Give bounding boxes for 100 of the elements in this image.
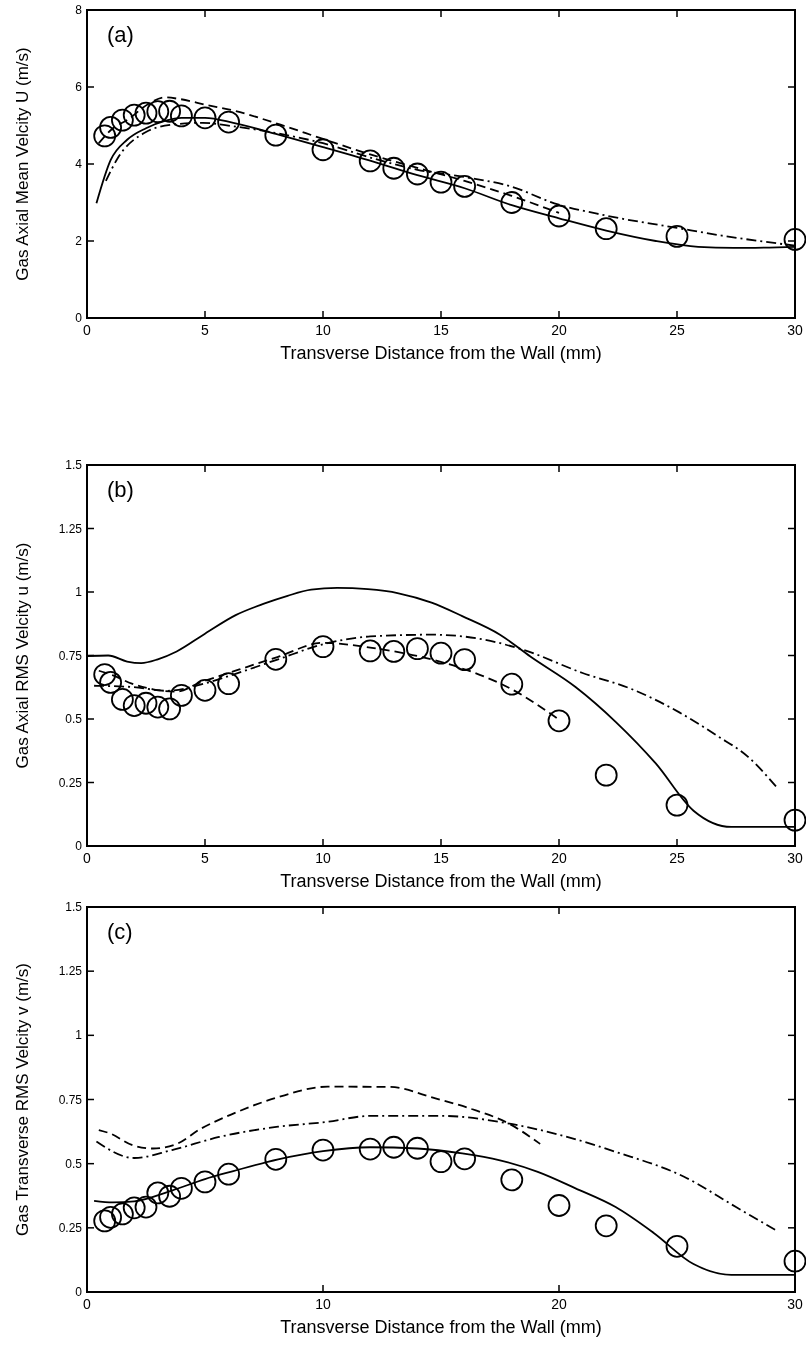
point — [93, 663, 117, 686]
point — [217, 672, 240, 696]
x-axis-title: Transverse Distance from the Wall (mm) — [280, 1317, 602, 1337]
point — [382, 1135, 406, 1159]
x-tick-label: 25 — [669, 850, 685, 866]
point — [158, 99, 181, 123]
point — [358, 639, 382, 663]
x-tick-label: 5 — [201, 322, 210, 338]
x-axis-title: Transverse Distance from the Wall (mm) — [280, 343, 602, 363]
point — [665, 1234, 689, 1258]
point — [264, 647, 288, 671]
x-tick-label: 5 — [201, 850, 210, 866]
point — [170, 1176, 193, 1200]
point — [406, 637, 429, 661]
point — [134, 101, 158, 125]
point — [158, 1184, 181, 1208]
annotation: (b) — [107, 477, 134, 502]
y-tick-label: 0 — [75, 311, 83, 325]
point — [594, 763, 618, 787]
point — [217, 1162, 240, 1186]
x-tick-label: 15 — [433, 850, 449, 866]
y-tick-label: 0 — [75, 1285, 83, 1299]
point — [547, 709, 571, 733]
y-tick-label: 1.25 — [58, 521, 83, 536]
point — [783, 808, 806, 832]
point — [594, 1214, 618, 1238]
point — [217, 110, 240, 134]
y-tick-label: 0.25 — [58, 1220, 83, 1235]
point — [665, 793, 689, 817]
point — [193, 1170, 217, 1194]
y-tick-label: 0.5 — [65, 712, 83, 726]
point — [93, 124, 117, 148]
point — [453, 648, 476, 671]
point — [122, 694, 146, 717]
point — [99, 671, 122, 694]
point — [311, 1138, 335, 1162]
point — [429, 170, 453, 194]
point — [783, 1249, 806, 1273]
point — [170, 104, 193, 128]
line-series — [93, 633, 778, 788]
point — [547, 204, 571, 228]
point — [500, 1168, 524, 1192]
point — [146, 1181, 170, 1205]
point — [264, 123, 288, 147]
x-tick-label: 30 — [787, 322, 803, 338]
point — [429, 641, 453, 665]
point — [158, 697, 181, 721]
point — [500, 672, 524, 696]
point — [358, 1137, 382, 1161]
point — [134, 1195, 158, 1219]
point — [594, 217, 618, 241]
point — [111, 688, 134, 711]
point — [193, 106, 217, 130]
y-tick-label: 0.75 — [58, 1092, 83, 1107]
point — [146, 695, 170, 719]
point — [547, 1194, 571, 1217]
x-tick-label: 10 — [315, 322, 331, 338]
point — [665, 224, 689, 248]
x-tick-label: 10 — [315, 850, 331, 866]
y-tick-label: 0.75 — [58, 648, 83, 663]
point — [406, 162, 429, 186]
point — [93, 1209, 117, 1233]
annotation: (c) — [107, 919, 133, 944]
y-tick-label: 6 — [75, 80, 83, 94]
point — [146, 100, 170, 124]
y-tick-label: 4 — [75, 157, 83, 171]
y-axis-title: Gas Transverse RMS Velcity v (m/s) — [13, 963, 32, 1236]
x-tick-label: 20 — [551, 322, 567, 338]
y-tick-label: 1 — [75, 585, 83, 599]
y-tick-label: 0.25 — [58, 775, 83, 790]
x-tick-label: 10 — [315, 1296, 331, 1312]
y-axis-title: Gas Axial Mean Velcity U (m/s) — [13, 47, 32, 281]
point — [453, 1147, 476, 1171]
y-axis-title: Gas Axial RMS Velcity u (m/s) — [13, 542, 32, 769]
point — [429, 1150, 453, 1174]
y-tick-label: 8 — [75, 3, 83, 17]
point — [111, 1202, 134, 1226]
y-tick-label: 0.5 — [65, 1156, 83, 1171]
point — [406, 1136, 429, 1160]
point — [122, 1196, 146, 1220]
y-tick-label: 1.25 — [58, 964, 83, 979]
point — [122, 103, 146, 127]
point — [111, 108, 134, 132]
x-tick-label: 20 — [551, 1296, 567, 1312]
point — [193, 678, 217, 702]
point — [99, 1205, 122, 1229]
y-tick-label: 1 — [75, 1028, 83, 1043]
point — [500, 191, 524, 214]
x-tick-label: 30 — [787, 1296, 803, 1312]
annotation: (a) — [107, 22, 134, 47]
y-tick-label: 2 — [75, 234, 83, 248]
y-tick-label: 1.5 — [65, 900, 83, 914]
point — [311, 138, 335, 162]
point — [134, 691, 158, 715]
point — [382, 640, 406, 663]
y-tick-label: 0 — [75, 839, 83, 853]
point — [264, 1147, 288, 1171]
point — [783, 228, 806, 251]
x-tick-label: 20 — [551, 850, 567, 866]
x-axis-title: Transverse Distance from the Wall (mm) — [280, 871, 602, 891]
